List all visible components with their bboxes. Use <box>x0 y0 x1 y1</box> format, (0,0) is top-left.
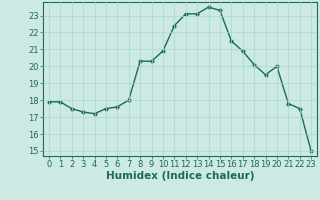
X-axis label: Humidex (Indice chaleur): Humidex (Indice chaleur) <box>106 171 254 181</box>
